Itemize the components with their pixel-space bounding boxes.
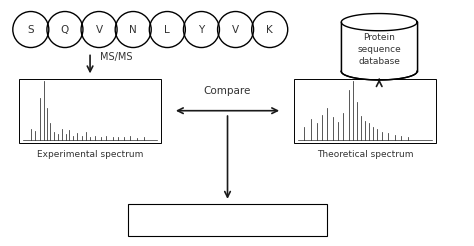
Text: V: V [232,25,239,34]
Text: Protein
sequence
database: Protein sequence database [357,33,401,65]
Text: K: K [266,25,273,34]
Bar [128,204,327,236]
Bar [294,79,436,143]
Text: Ranked list of peptides: Ranked list of peptides [168,215,287,225]
Text: V: V [95,25,103,34]
Text: L: L [164,25,170,34]
Polygon shape [341,14,417,31]
Text: Y: Y [198,25,205,34]
Bar [19,79,161,143]
Polygon shape [341,22,417,71]
Text: MS/MS: MS/MS [100,52,133,62]
Text: Compare: Compare [204,86,251,96]
Text: Q: Q [61,25,69,34]
Text: Theoretical spectrum: Theoretical spectrum [317,150,413,159]
Text: S: S [27,25,34,34]
Text: N: N [129,25,137,34]
Text: Experimental spectrum: Experimental spectrum [37,150,143,159]
